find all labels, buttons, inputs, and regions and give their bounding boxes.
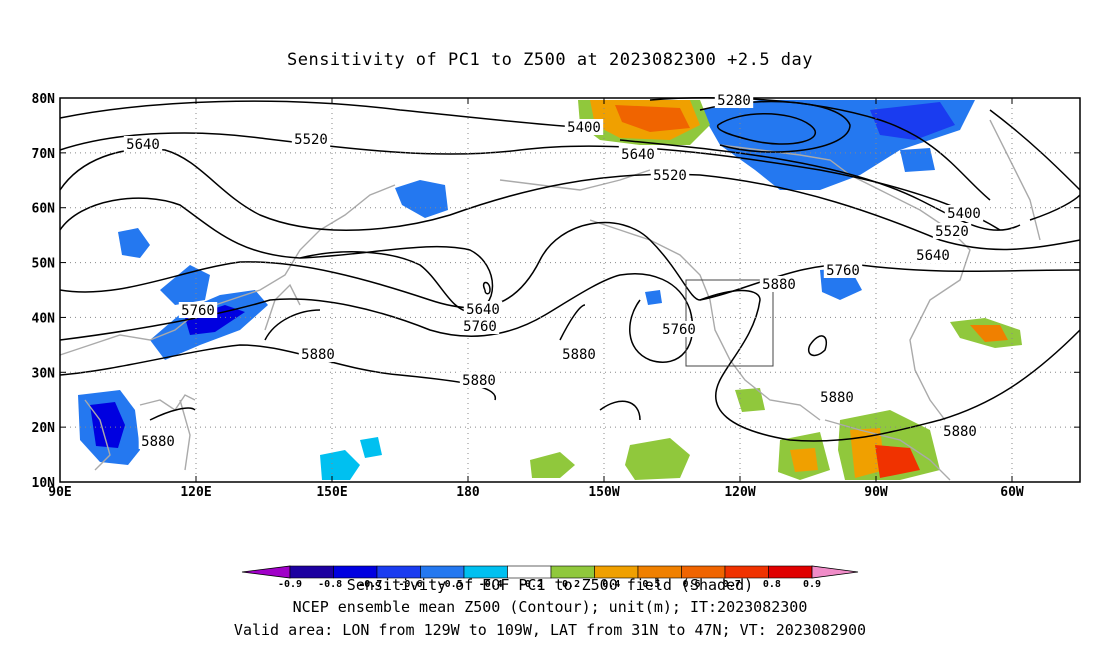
lon-tick-label: 150E bbox=[316, 485, 347, 500]
colorbar-label: -0.6 bbox=[398, 579, 422, 590]
lat-tick-label: 70N bbox=[32, 147, 56, 162]
colorbar-label: 0.9 bbox=[803, 579, 821, 590]
lon-tick-label: 60W bbox=[1000, 485, 1024, 500]
lon-tick-label: 150W bbox=[588, 485, 619, 500]
contour-label: 5640 bbox=[126, 137, 160, 153]
contour-label: 5640 bbox=[466, 302, 500, 318]
contour-label: 5520 bbox=[653, 168, 687, 184]
colorbar-label: -0.9 bbox=[278, 579, 302, 590]
lon-tick-label: 120E bbox=[180, 485, 211, 500]
colorbar-label: 0.4 bbox=[602, 579, 620, 590]
colorbar-label: 0.5 bbox=[642, 579, 660, 590]
contour-label: 5520 bbox=[294, 132, 328, 148]
footer-line-3: Valid area: LON from 129W to 109W, LAT f… bbox=[233, 621, 867, 639]
contour-label: 5760 bbox=[826, 263, 860, 279]
contour-label: 5880 bbox=[462, 373, 496, 389]
colorbar-label: 0.6 bbox=[683, 579, 701, 590]
contour-label: 5880 bbox=[820, 390, 854, 406]
colorbar-label: 0.7 bbox=[723, 579, 741, 590]
lat-tick-label: 20N bbox=[32, 421, 56, 436]
coastlines bbox=[59, 119, 1041, 481]
contour-label: 5880 bbox=[762, 277, 796, 293]
colorbar-label: -0.4 bbox=[479, 579, 503, 590]
lat-tick-label: 80N bbox=[32, 92, 56, 107]
lat-tick-label: 60N bbox=[32, 202, 56, 217]
lon-tick-label: 180 bbox=[456, 485, 480, 500]
contour-label: 5280 bbox=[717, 93, 751, 109]
colorbar-label: -0.8 bbox=[318, 579, 342, 590]
colorbar-label: -0.5 bbox=[439, 579, 463, 590]
lat-tick-label: 40N bbox=[32, 311, 56, 326]
map-title: Sensitivity of PC1 to Z500 at 2023082300… bbox=[286, 50, 813, 70]
colorbar-label: 0.2 bbox=[562, 579, 580, 590]
lon-tick-label: 90E bbox=[48, 485, 71, 500]
axis-ticks: 10N 20N 30N 40N 50N 60N 70N 80N 90E 120E 150E 180 15… bbox=[32, 92, 1080, 500]
lon-tick-label: 120W bbox=[724, 485, 755, 500]
contour-label: 5760 bbox=[181, 303, 215, 319]
colorbar-high-arrow bbox=[811, 565, 859, 579]
map-grid bbox=[60, 98, 1080, 482]
contour-label: 5640 bbox=[916, 248, 950, 264]
lat-tick-label: 10N bbox=[32, 476, 56, 491]
footer-line-2: NCEP ensemble mean Z500 (Contour); unit(… bbox=[292, 598, 808, 616]
contour-label: 5760 bbox=[662, 322, 696, 338]
contour-label: 5520 bbox=[935, 224, 969, 240]
map-frame bbox=[59, 97, 1081, 483]
positive-shading bbox=[530, 100, 1022, 480]
colorbar-label: -0.2 bbox=[519, 579, 543, 590]
lat-tick-label: 50N bbox=[32, 257, 56, 272]
colorbar-label: -0.7 bbox=[358, 579, 382, 590]
contour-label: 5880 bbox=[943, 424, 977, 440]
valid-area-box bbox=[685, 279, 774, 367]
colorbar: -0.9 -0.8 -0.7 -0.6 -0.5 -0.4 -0.2 0.2 0.4 0.5 0.6… bbox=[241, 565, 859, 590]
contour-label: 5880 bbox=[141, 434, 175, 450]
lat-tick-label: 30N bbox=[32, 366, 56, 381]
contour-label: 5760 bbox=[463, 319, 497, 335]
contour-label: 5640 bbox=[621, 147, 655, 163]
colorbar-label: 0.8 bbox=[763, 579, 781, 590]
contour-label: 5400 bbox=[947, 206, 981, 222]
contour-labels: 5280540055205640576058805400552056405760… bbox=[123, 92, 984, 450]
contour-label: 5880 bbox=[562, 347, 596, 363]
contour-label: 5880 bbox=[301, 347, 335, 363]
contour-label: 5400 bbox=[567, 120, 601, 136]
footer-line-1: Sensitivity of EOF PC1 to Z500 field (Sh… bbox=[346, 576, 754, 594]
lon-tick-label: 90W bbox=[864, 485, 888, 500]
